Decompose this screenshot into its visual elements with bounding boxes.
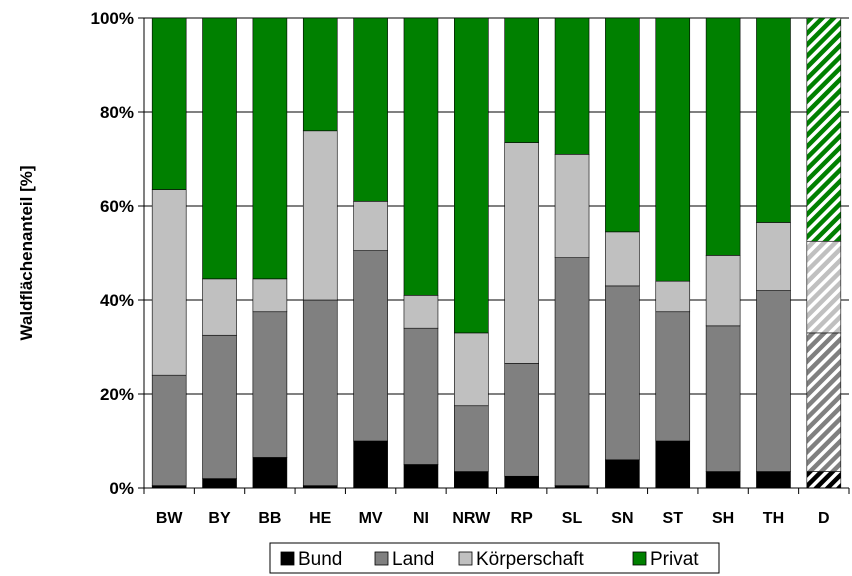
bar-segment-land-sh — [705, 325, 741, 472]
bar-segment-bund-sn — [605, 459, 640, 489]
x-category-label: BW — [156, 510, 184, 527]
bar-segment-privat-mv — [353, 17, 388, 202]
bar-segment-koerperschaft-nrw — [454, 332, 489, 407]
gridlines — [144, 17, 849, 395]
x-category-label: SN — [611, 510, 633, 527]
legend-label: Privat — [650, 549, 699, 570]
bar-segment-bund-th — [756, 471, 791, 489]
x-category-label: ST — [663, 510, 684, 527]
y-tick-label: 80% — [100, 103, 134, 122]
bar-segment-land-st — [655, 311, 691, 442]
x-category-label: MV — [359, 510, 383, 527]
x-category-label: HE — [309, 510, 332, 527]
bar-segment-privat-d — [806, 17, 842, 242]
bar-segment-privat-bw — [151, 17, 187, 190]
legend-swatch — [632, 551, 647, 566]
bar-segment-land-he — [302, 299, 338, 486]
bar-segment-bund-st — [655, 440, 691, 489]
bar-segment-land-sl — [554, 257, 590, 486]
axes — [143, 18, 850, 494]
bar-segment-koerperschaft-sl — [554, 154, 590, 259]
bar-segment-bund-sh — [705, 471, 741, 489]
legend-label: Land — [392, 549, 434, 570]
bar-segment-land-mv — [353, 250, 388, 442]
bar-segment-privat-sn — [605, 17, 640, 233]
y-tick-label: 20% — [100, 385, 134, 404]
x-category-label: SH — [712, 510, 734, 527]
bar-segment-koerperschaft-d — [806, 240, 842, 334]
x-category-label: RP — [511, 510, 534, 527]
bar-segment-bund-nrw — [454, 471, 489, 489]
legend: Bund Land Körperschaft Privat — [269, 542, 720, 574]
bar-segment-land-ni — [403, 327, 439, 465]
bar-segment-privat-bb — [252, 17, 288, 280]
bar-segment-privat-ni — [403, 17, 439, 296]
bar-segment-bund-mv — [353, 440, 388, 489]
bar-segment-koerperschaft-th — [756, 222, 791, 291]
bar-segment-privat-sl — [554, 17, 590, 155]
y-axis-ticks: 0% 20% 40% 60% 80% 100% — [91, 9, 144, 498]
bar-segment-land-bb — [252, 311, 288, 458]
legend-swatch — [458, 551, 473, 566]
x-category-label: NI — [413, 510, 429, 527]
x-category-label: SL — [562, 510, 583, 527]
bar-segment-land-by — [202, 334, 237, 479]
bar-segment-bund-by — [202, 478, 237, 489]
bar-segment-bund-bb — [252, 457, 288, 489]
y-tick-label: 0% — [109, 479, 134, 498]
bar-segment-privat-st — [655, 17, 691, 282]
bar-segment-koerperschaft-rp — [504, 142, 539, 364]
bar-segment-privat-he — [302, 17, 338, 132]
bar-segment-bund-rp — [504, 475, 539, 489]
bar-segment-koerperschaft-ni — [403, 294, 439, 329]
x-category-label: BY — [208, 510, 231, 527]
legend-label: Körperschaft — [476, 549, 584, 570]
bars — [151, 17, 842, 489]
bar-segment-koerperschaft-sh — [705, 255, 741, 327]
y-axis-label: Waldflächenanteil [%] — [17, 165, 36, 340]
x-category-label: D — [818, 510, 830, 527]
y-tick-label: 100% — [91, 9, 134, 28]
bar-segment-koerperschaft-he — [302, 130, 338, 301]
y-tick-label: 40% — [100, 291, 134, 310]
bar-segment-koerperschaft-bb — [252, 278, 288, 313]
bar-segment-koerperschaft-bw — [151, 189, 187, 376]
x-category-label: TH — [763, 510, 784, 527]
bar-segment-land-th — [756, 290, 791, 472]
bar-segment-land-nrw — [454, 405, 489, 472]
legend-swatch — [280, 551, 295, 566]
y-tick-label: 60% — [100, 197, 134, 216]
bar-segment-privat-by — [202, 17, 237, 280]
bar-segment-privat-rp — [504, 17, 539, 143]
bar-segment-bund-d — [806, 471, 842, 489]
bar-segment-koerperschaft-sn — [605, 231, 640, 287]
bar-segment-bund-ni — [403, 464, 439, 489]
bar-segment-privat-sh — [705, 17, 741, 256]
bar-segment-land-sn — [605, 285, 640, 461]
legend-swatch — [374, 551, 389, 566]
x-category-label: BB — [258, 510, 281, 527]
x-axis-categories: BW BY BB HE MV NI NRW RP SL SN ST SH TH D — [156, 510, 830, 527]
x-category-label: NRW — [452, 510, 491, 527]
bar-segment-land-d — [806, 332, 842, 472]
bar-segment-land-bw — [151, 374, 187, 486]
bar-segment-privat-th — [756, 17, 791, 223]
bar-segment-land-rp — [504, 363, 539, 477]
bar-segment-koerperschaft-by — [202, 278, 237, 336]
bar-segment-koerperschaft-st — [655, 280, 691, 313]
bar-segment-koerperschaft-mv — [353, 201, 388, 251]
bar-segment-privat-nrw — [454, 17, 489, 334]
legend-label: Bund — [298, 549, 342, 570]
